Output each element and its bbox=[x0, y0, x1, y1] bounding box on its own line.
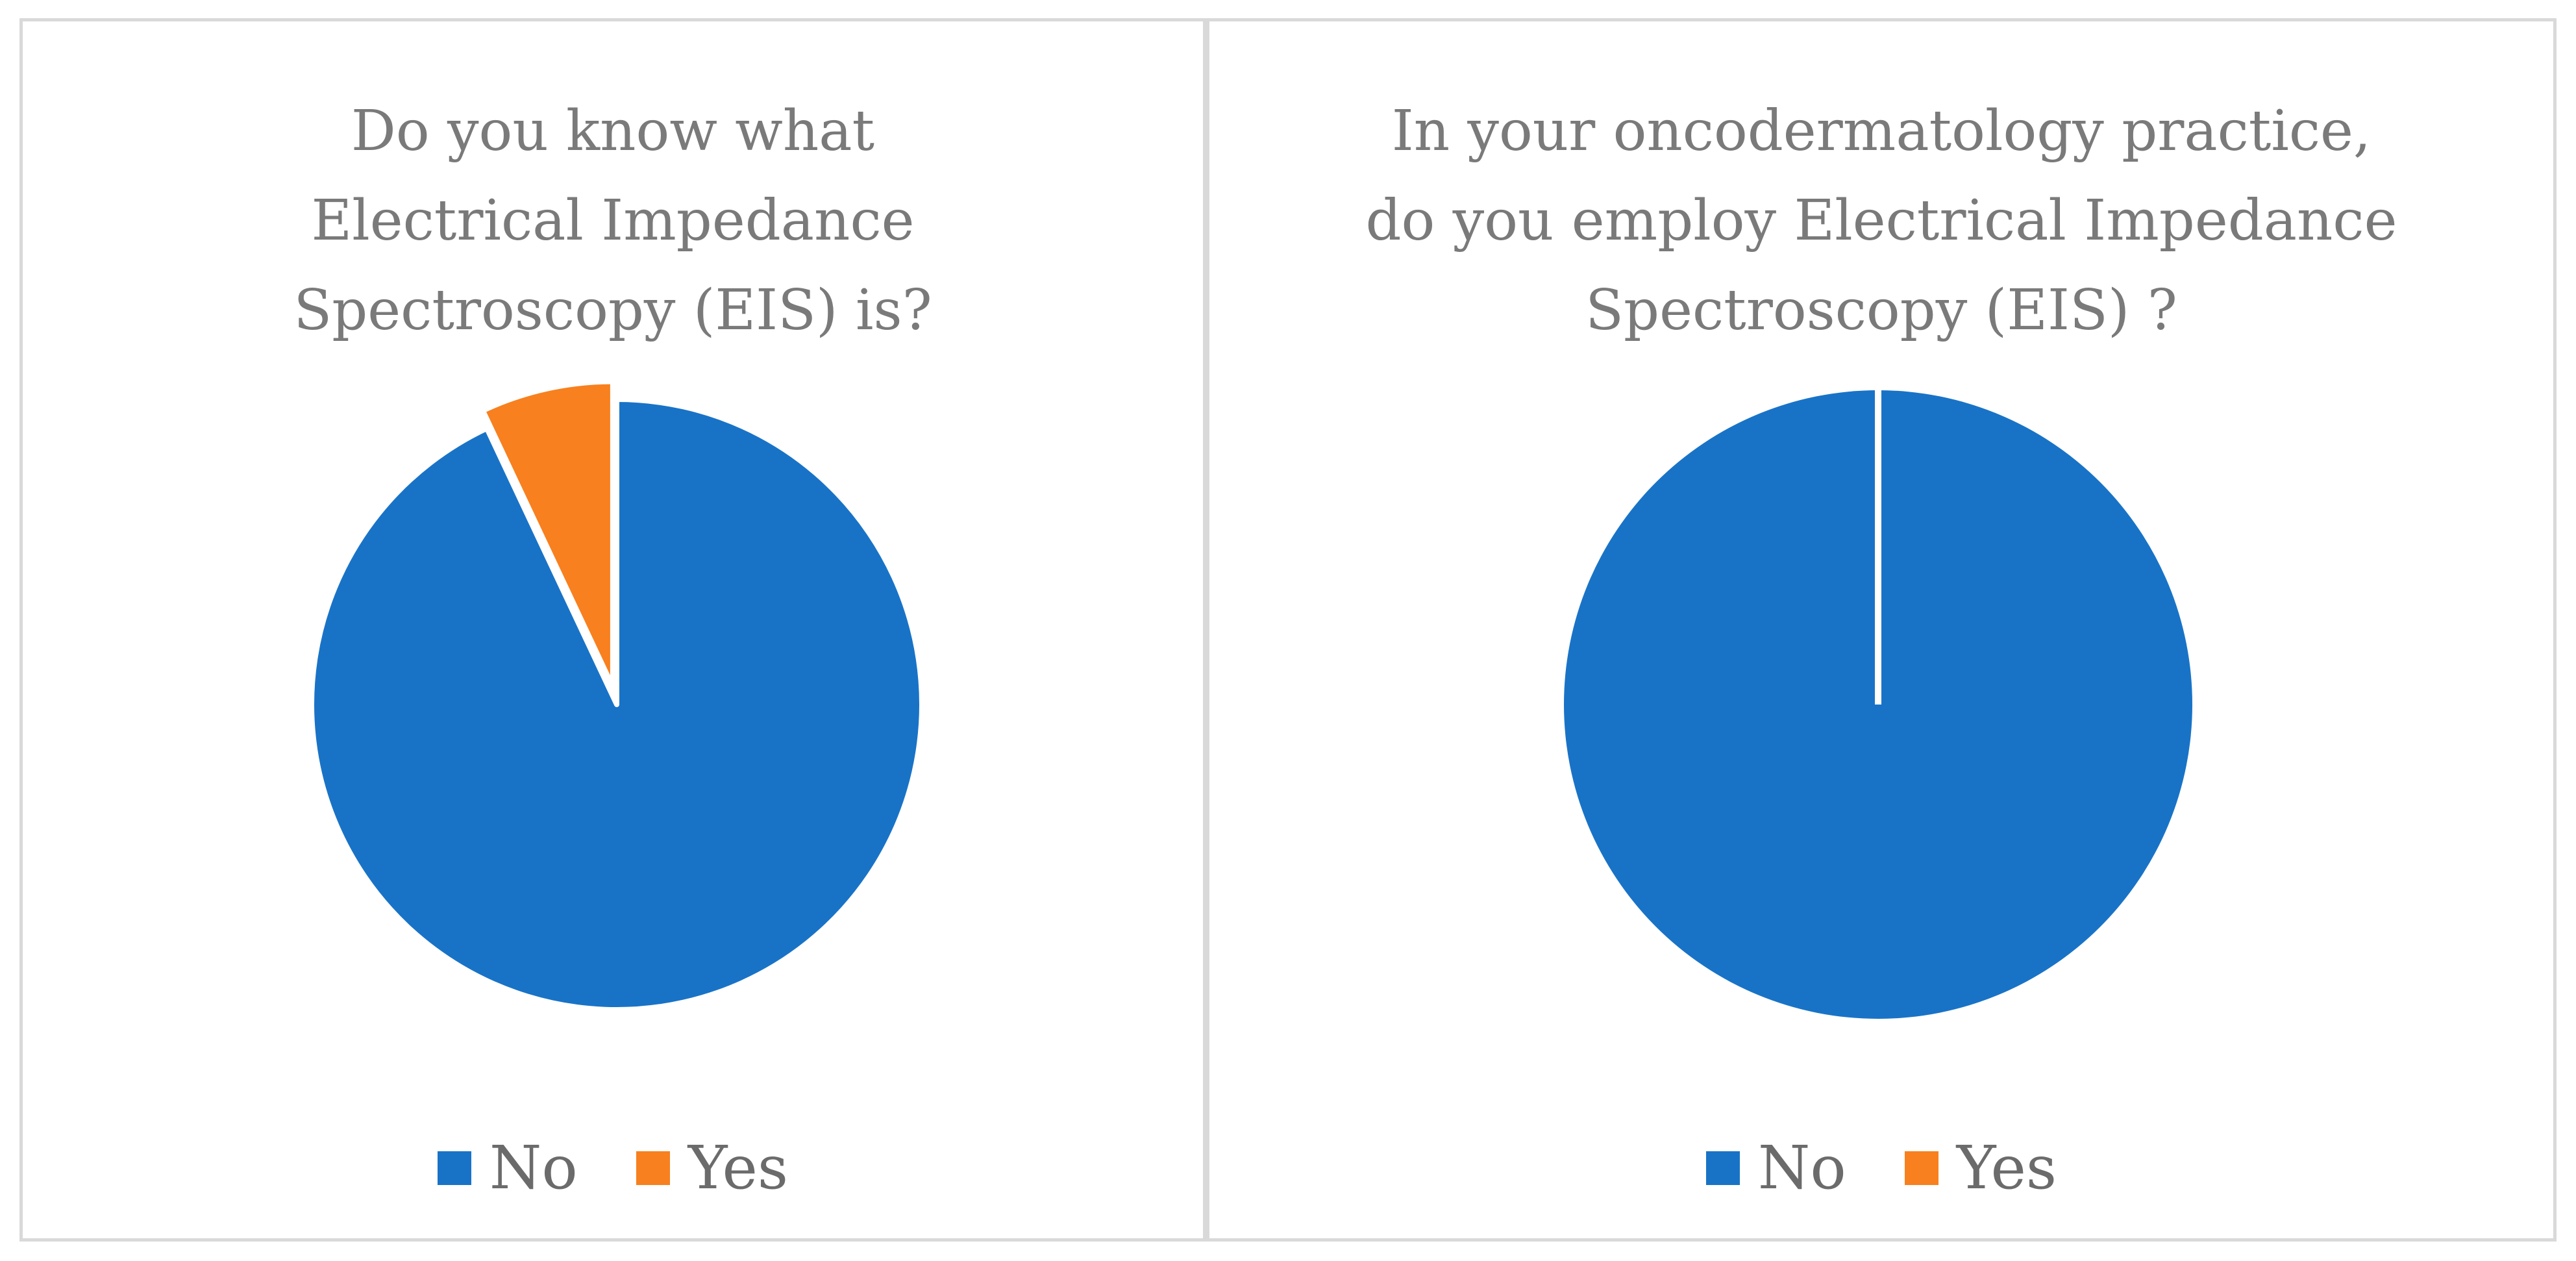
pie-slice-yes bbox=[480, 379, 615, 690]
chart-panel-left: Do you know what Electrical Impedance Sp… bbox=[19, 18, 1206, 1242]
legend-swatch-no bbox=[1705, 1151, 1740, 1185]
legend-swatch-yes bbox=[1904, 1151, 1938, 1185]
chart-panel-right: In your oncodermatology practice, do you… bbox=[1206, 18, 2557, 1242]
legend-item-no: No bbox=[437, 1133, 578, 1203]
legend-item-yes: Yes bbox=[636, 1133, 788, 1203]
legend-item-no: No bbox=[1705, 1133, 1846, 1203]
legend-label-no: No bbox=[489, 1133, 578, 1203]
pie-chart bbox=[1564, 390, 2192, 1019]
pie-slice-no bbox=[309, 397, 924, 1012]
chart-title: Do you know what Electrical Impedance Sp… bbox=[293, 99, 932, 343]
legend-swatch-yes bbox=[636, 1151, 670, 1185]
legend-label-no: No bbox=[1757, 1133, 1846, 1203]
pie-slice-no bbox=[1564, 390, 2192, 1019]
legend-item-yes: Yes bbox=[1904, 1133, 2057, 1203]
legend: No Yes bbox=[1209, 1133, 2553, 1203]
chart-title: In your oncodermatology practice, do you… bbox=[1365, 99, 2397, 343]
pie-chart bbox=[309, 379, 924, 1012]
legend: No Yes bbox=[23, 1133, 1203, 1203]
legend-label-yes: Yes bbox=[687, 1133, 789, 1203]
legend-swatch-no bbox=[437, 1151, 471, 1185]
legend-label-yes: Yes bbox=[1956, 1133, 2057, 1203]
